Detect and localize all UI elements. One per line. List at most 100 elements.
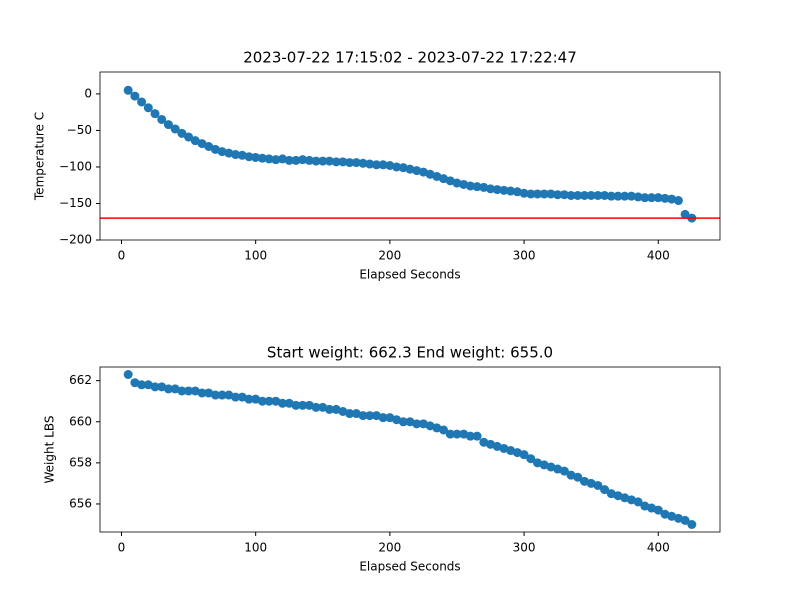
- point: [687, 520, 697, 529]
- x-tick-label: 200: [378, 541, 401, 555]
- point: [163, 120, 173, 130]
- point: [365, 411, 375, 421]
- point: [257, 396, 267, 406]
- x-tick-label: 100: [244, 541, 267, 555]
- y-tick-label: 656: [69, 496, 92, 510]
- point: [123, 370, 133, 379]
- point: [566, 190, 576, 200]
- point: [365, 159, 375, 169]
- x-tick-label: 400: [647, 249, 670, 263]
- point: [640, 193, 650, 203]
- point: [231, 150, 241, 160]
- point: [311, 156, 321, 166]
- point: [345, 158, 355, 168]
- point: [398, 417, 408, 427]
- axes-frame: [99, 71, 721, 241]
- point: [452, 178, 462, 188]
- x-tick-label: 300: [513, 249, 536, 263]
- point: [667, 194, 677, 204]
- point: [573, 472, 583, 482]
- point: [137, 97, 147, 107]
- point: [412, 419, 422, 429]
- point: [257, 153, 267, 163]
- point: [439, 425, 449, 435]
- point: [553, 190, 563, 200]
- point: [170, 124, 180, 134]
- y-tick-label: −200: [59, 233, 92, 247]
- x-tick-label: 300: [513, 541, 536, 555]
- point: [210, 390, 220, 400]
- point: [351, 158, 361, 168]
- chart-title: Start weight: 662.3 End weight: 655.0: [267, 344, 553, 362]
- point: [613, 191, 623, 201]
- point: [626, 191, 636, 201]
- y-tick-label: 0: [84, 86, 92, 100]
- point: [251, 152, 261, 162]
- point: [472, 431, 482, 441]
- point: [532, 189, 542, 199]
- point: [680, 209, 690, 219]
- x-axis-label: Elapsed Seconds: [359, 560, 460, 574]
- point: [579, 190, 589, 200]
- point: [660, 193, 670, 203]
- chart-title: 2023-07-22 17:15:02 - 2023-07-22 17:22:4…: [243, 49, 577, 67]
- point: [653, 505, 663, 515]
- point: [378, 160, 388, 170]
- point: [371, 160, 381, 170]
- point: [492, 185, 502, 195]
- point: [633, 192, 643, 202]
- point: [197, 388, 207, 398]
- point: [465, 431, 475, 441]
- point: [264, 396, 274, 406]
- point: [653, 193, 663, 203]
- point: [184, 132, 194, 142]
- point: [472, 182, 482, 192]
- point: [177, 386, 187, 396]
- point: [600, 190, 610, 200]
- point: [291, 155, 301, 165]
- point: [479, 182, 489, 192]
- point: [526, 189, 536, 199]
- point: [620, 191, 630, 201]
- point: [204, 142, 214, 152]
- point: [539, 189, 549, 199]
- point: [298, 400, 308, 410]
- point: [237, 150, 247, 160]
- x-tick-label: 200: [378, 249, 401, 263]
- x-axis-label: Elapsed Seconds: [359, 268, 460, 282]
- point: [324, 156, 334, 166]
- point: [130, 91, 140, 101]
- point: [559, 190, 569, 200]
- point: [459, 179, 469, 189]
- point: [150, 109, 160, 119]
- point: [506, 186, 516, 196]
- point: [465, 181, 475, 191]
- point: [673, 196, 683, 206]
- point: [358, 158, 368, 168]
- point: [345, 409, 355, 419]
- point: [412, 166, 422, 176]
- point: [512, 187, 522, 197]
- point: [452, 429, 462, 439]
- point: [231, 392, 241, 402]
- point: [217, 390, 227, 400]
- y-tick-label: −150: [59, 196, 92, 210]
- y-tick-label: −100: [59, 159, 92, 173]
- point: [150, 382, 160, 392]
- point: [278, 154, 288, 164]
- point: [143, 103, 153, 113]
- point: [398, 163, 408, 173]
- point: [647, 193, 657, 203]
- point: [586, 190, 596, 200]
- point: [526, 454, 536, 464]
- point: [519, 188, 529, 198]
- point: [445, 429, 455, 439]
- x-tick-label: 400: [647, 541, 670, 555]
- point: [244, 152, 254, 162]
- point: [378, 413, 388, 423]
- point: [600, 485, 610, 495]
- point: [298, 155, 308, 165]
- point: [291, 400, 301, 410]
- y-tick-label: −50: [67, 123, 92, 137]
- point: [338, 157, 348, 167]
